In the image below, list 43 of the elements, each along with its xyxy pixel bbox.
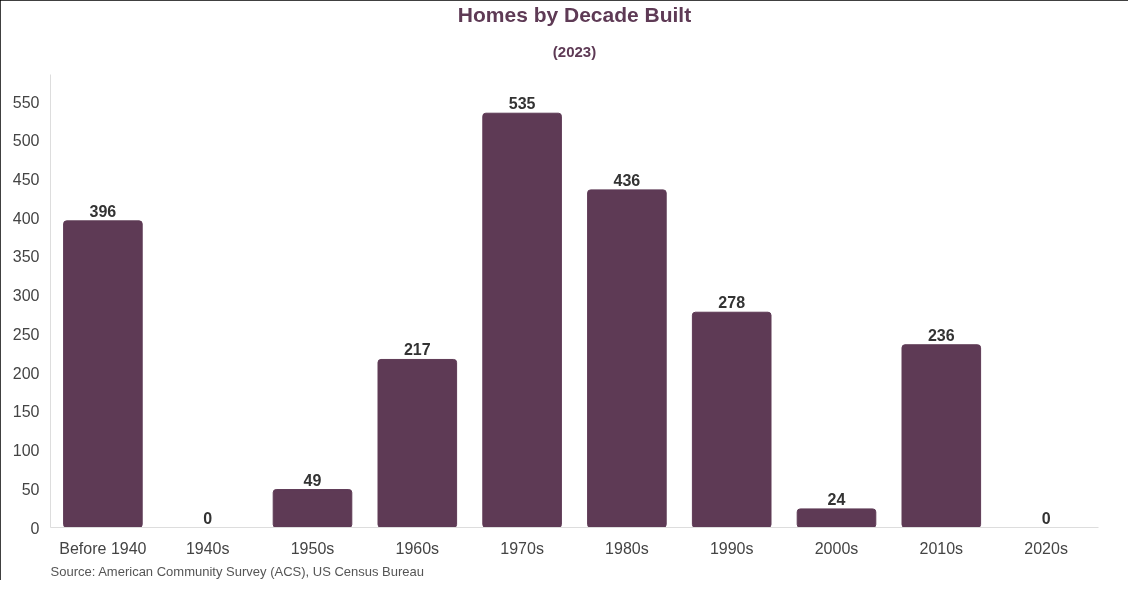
bar (63, 220, 143, 528)
y-tick-label: 350 (12, 248, 40, 266)
bar (587, 189, 667, 528)
x-tick-label: 2000s (814, 539, 859, 557)
x-tick-label: 1970s (500, 539, 544, 557)
bar (691, 311, 772, 528)
y-tick-label: 0 (30, 519, 40, 537)
x-tick-label: 2010s (919, 539, 964, 557)
y-tick-label: 450 (12, 171, 40, 189)
data-label: 535 (508, 95, 536, 113)
x-tick-label: Before 1940 (59, 539, 147, 557)
y-tick-label: 50 (21, 480, 40, 498)
chart-subtitle: (2023) (552, 42, 597, 60)
data-label: 217 (403, 341, 431, 359)
source-note: Source: American Community Survey (ACS), US Census Bureau (50, 563, 425, 579)
bar (377, 358, 458, 528)
x-tick-label: 2020s (1024, 539, 1068, 557)
chart-title: Homes by Decade Built (457, 2, 692, 26)
data-label: 24 (827, 490, 846, 508)
x-tick-label: 1950s (290, 539, 335, 557)
x-tick-label: 1980s (605, 539, 649, 557)
data-label: 49 (303, 471, 322, 489)
y-tick-label: 250 (12, 325, 40, 343)
x-tick-label: 1940s (185, 539, 230, 557)
data-label: 0 (1041, 509, 1051, 527)
y-tick-label: 400 (12, 209, 40, 227)
data-label: 236 (927, 326, 955, 344)
y-tick-label: 550 (12, 93, 40, 111)
y-tick-label: 300 (12, 287, 40, 305)
x-tick-label: 1990s (709, 539, 754, 557)
bar (901, 344, 982, 528)
data-label: 436 (613, 171, 641, 189)
bar (272, 489, 353, 528)
bar (796, 508, 877, 528)
data-label: 396 (89, 202, 117, 220)
y-tick-label: 150 (12, 403, 40, 421)
bar (482, 112, 562, 528)
y-tick-label: 100 (12, 442, 40, 460)
x-tick-label: 1960s (395, 539, 440, 557)
y-tick-label: 200 (12, 364, 40, 382)
data-label: 278 (718, 294, 746, 312)
y-tick-label: 500 (12, 132, 40, 150)
data-label: 0 (203, 509, 213, 527)
